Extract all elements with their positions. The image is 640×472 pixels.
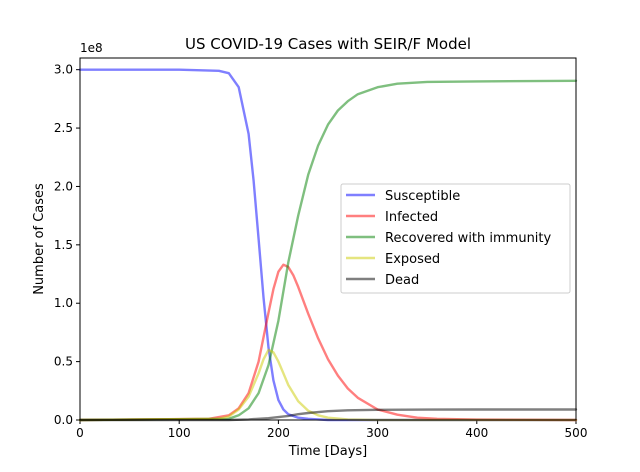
series-line-infected — [78, 263, 578, 422]
y-tick-label: 3.0 — [54, 63, 73, 77]
y-tick-label: 0.0 — [54, 413, 73, 427]
series-line-exposed — [78, 348, 578, 422]
chart-title: US COVID-19 Cases with SEIR/F Model — [185, 35, 471, 53]
legend-label: Susceptible — [385, 189, 460, 204]
x-tick-label: 400 — [465, 426, 488, 440]
series-lines — [78, 68, 578, 422]
y-axis-label: Number of Cases — [32, 183, 47, 295]
y-tick-label: 2.0 — [54, 179, 73, 193]
legend-label: Infected — [385, 210, 438, 225]
x-tick-label: 0 — [76, 426, 84, 440]
series-line-dead — [78, 408, 578, 422]
legend-items: Susceptible Infected Recovered with immuni… — [346, 189, 552, 288]
y-tick-label: 0.5 — [54, 355, 73, 369]
legend: Susceptible Infected Recovered with immuni… — [340, 183, 571, 294]
axis-ticks: 0 100 200 300 400 500 0.0 0.5 1.0 1.5 2.0 2.5 3.0 — [54, 63, 588, 440]
legend-label: Recovered with immunity — [385, 231, 552, 246]
legend-box — [340, 183, 571, 294]
y-tick-label: 1.5 — [54, 238, 73, 252]
legend-label: Dead — [385, 273, 419, 288]
y-tick-label: 2.5 — [54, 121, 73, 135]
legend-label: Exposed — [385, 252, 440, 267]
x-tick-label: 100 — [168, 426, 191, 440]
x-axis-label: Time [Days] — [288, 444, 368, 459]
x-tick-label: 200 — [267, 426, 290, 440]
y-tick-label: 1.0 — [54, 296, 73, 310]
x-tick-label: 300 — [366, 426, 389, 440]
x-tick-label: 500 — [565, 426, 588, 440]
series-line-recovered-with-immunity — [78, 79, 578, 422]
plot-frame — [79, 57, 577, 421]
y-offset-label: 1e8 — [80, 41, 103, 55]
